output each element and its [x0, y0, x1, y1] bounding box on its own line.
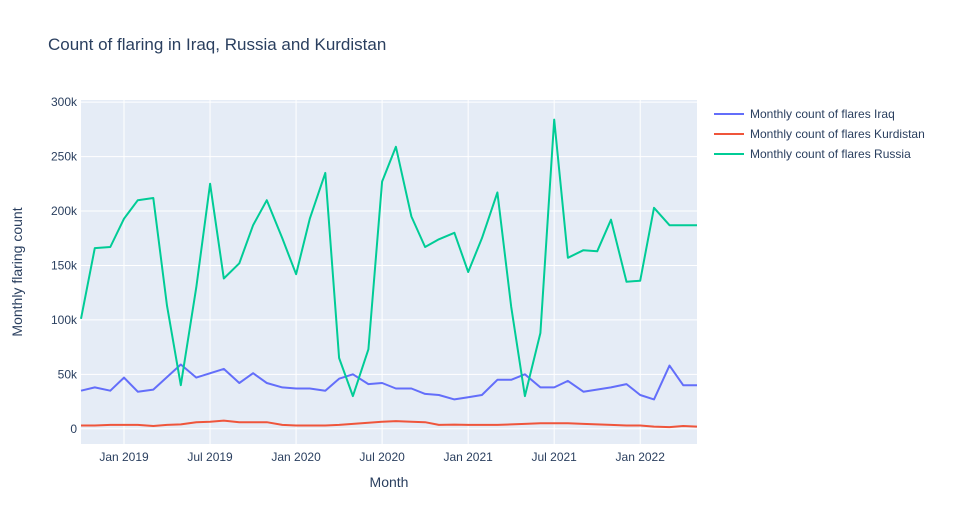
y-tick-label: 50k	[58, 367, 78, 381]
x-tick-label: Jan 2021	[443, 450, 493, 464]
x-tick-label: Jul 2021	[531, 450, 577, 464]
series-line-kurdistan	[81, 419, 698, 429]
y-tick-label: 250k	[51, 150, 78, 164]
x-tick-label: Jan 2022	[616, 450, 666, 464]
plot-area	[81, 100, 697, 444]
x-tick-label: Jul 2020	[359, 450, 405, 464]
series-line-iraq	[80, 363, 697, 401]
x-tick-label: Jul 2019	[187, 450, 233, 464]
legend-label: Monthly count of flares Kurdistan	[750, 127, 925, 141]
legend-item-kurdistan[interactable]: Monthly count of flares Kurdistan	[714, 127, 925, 141]
legend-item-iraq[interactable]: Monthly count of flares Iraq	[714, 107, 895, 121]
y-tick-label: 100k	[51, 313, 78, 327]
y-tick-label: 0	[70, 422, 77, 436]
y-tick-label: 150k	[51, 258, 78, 272]
legend-label: Monthly count of flares Iraq	[750, 107, 895, 121]
series-line-russia	[80, 118, 697, 398]
y-tick-label: 300k	[51, 95, 78, 109]
chart-title: Count of flaring in Iraq, Russia and Kur…	[48, 35, 386, 54]
y-tick-label: 200k	[51, 204, 78, 218]
legend-label: Monthly count of flares Russia	[750, 147, 911, 161]
legend-item-russia[interactable]: Monthly count of flares Russia	[714, 147, 911, 161]
x-tick-label: Jan 2020	[271, 450, 321, 464]
legend[interactable]: Monthly count of flares Iraq Monthly coun…	[714, 107, 925, 161]
x-axis-title: Month	[370, 474, 409, 490]
y-axis-title: Monthly flaring count	[9, 207, 25, 336]
x-tick-label: Jan 2019	[99, 450, 149, 464]
